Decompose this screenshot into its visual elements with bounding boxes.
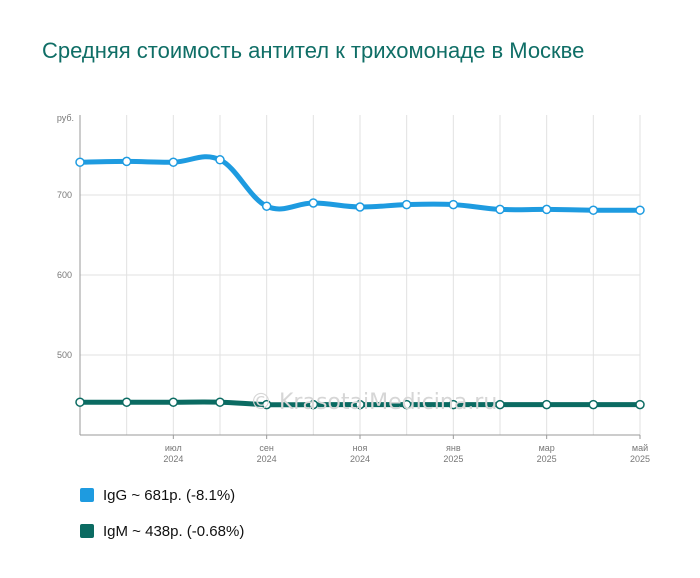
x-tick-label-year: 2024 <box>163 454 183 464</box>
data-point-igm <box>168 397 179 407</box>
series-layer <box>75 154 645 410</box>
legend-label-igm: IgM ~ 438р. (-0.68%) <box>103 522 245 540</box>
legend-swatch-igg <box>80 488 94 502</box>
y-tick-label: 600 <box>57 270 72 280</box>
data-point-igg <box>261 201 272 211</box>
x-tick-label-year: 2025 <box>630 454 650 464</box>
legend-item-igm[interactable]: IgM ~ 438р. (-0.68%) <box>80 520 244 542</box>
data-point-igm <box>355 399 365 410</box>
grid-lines <box>79 115 641 435</box>
legend-label-igg: IgG ~ 681р. (-8.1%) <box>103 486 236 504</box>
data-point-igm <box>448 399 459 410</box>
data-point-igm <box>121 397 132 407</box>
x-tick-label-month: ноя <box>353 443 368 453</box>
legend-item-igg[interactable]: IgG ~ 681р. (-8.1%) <box>80 484 244 506</box>
data-point-igg <box>75 157 85 167</box>
data-point-igm <box>261 399 272 410</box>
data-point-igg <box>495 204 505 215</box>
data-point-igm <box>308 399 319 410</box>
data-point-igg <box>355 202 365 212</box>
x-tick-label-month: сен <box>259 443 274 453</box>
chart-title: Средняя стоимость антител к трихомонаде … <box>42 38 585 63</box>
x-tick-label-year: 2025 <box>537 454 557 464</box>
x-tick-label-month: янв <box>446 443 461 453</box>
data-point-igm <box>541 399 552 410</box>
y-axis-label: руб. <box>57 113 74 123</box>
data-point-igg <box>168 157 179 167</box>
y-tick-label: 700 <box>57 190 72 200</box>
data-point-igg <box>308 198 319 208</box>
data-point-igm <box>588 399 599 410</box>
data-point-igg <box>448 199 459 210</box>
x-tick-label-year: 2024 <box>350 454 370 464</box>
x-tick-label-month: май <box>632 443 648 453</box>
data-point-igm <box>75 397 85 407</box>
line-chart: 500600700июл2024сен2024ноя2024янв2025мар… <box>57 113 650 464</box>
data-point-igm <box>495 399 505 410</box>
data-point-igg <box>541 204 552 215</box>
data-point-igg <box>401 199 412 210</box>
data-point-igg <box>121 156 132 167</box>
data-point-igm <box>635 399 645 410</box>
axes: 500600700июл2024сен2024ноя2024янв2025мар… <box>57 115 650 464</box>
y-tick-label: 500 <box>57 350 72 360</box>
data-point-igm <box>215 397 225 407</box>
x-tick-label-year: 2025 <box>443 454 463 464</box>
legend-swatch-igm <box>80 524 94 538</box>
data-point-igg <box>635 205 645 215</box>
data-point-igg <box>588 205 599 215</box>
data-point-igg <box>215 155 225 165</box>
x-tick-label-month: мар <box>539 443 555 453</box>
data-point-igm <box>401 399 412 410</box>
x-tick-label-month: июл <box>165 443 182 453</box>
legend: IgG ~ 681р. (-8.1%) IgM ~ 438р. (-0.68%) <box>80 484 244 556</box>
x-tick-label-year: 2024 <box>257 454 277 464</box>
